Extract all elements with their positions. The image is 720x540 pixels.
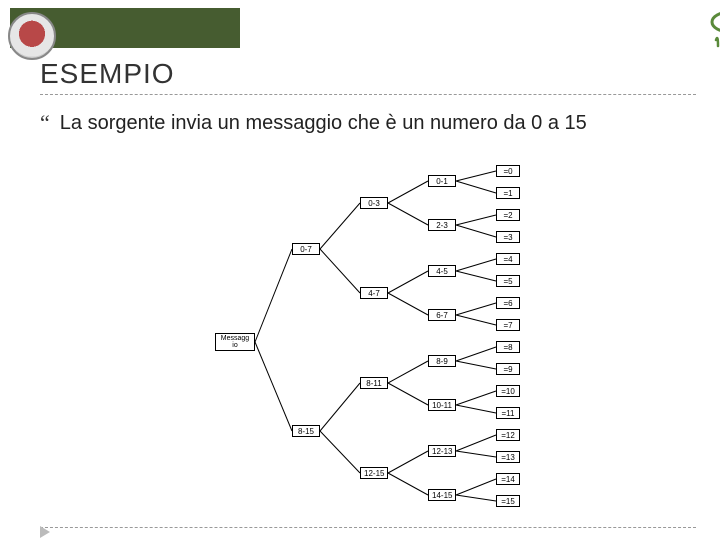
- tree-node: 4-7: [360, 287, 388, 299]
- tree-node: =7: [496, 319, 520, 331]
- tree-node: =1: [496, 187, 520, 199]
- tree-node: =11: [496, 407, 520, 419]
- tree-node: =8: [496, 341, 520, 353]
- tree-node: 4-5: [428, 265, 456, 277]
- divider-bottom: [40, 527, 696, 528]
- tree-node: =5: [496, 275, 520, 287]
- body-text-row: “ La sorgente invia un messaggio che è u…: [40, 110, 696, 137]
- tree-node: =15: [496, 495, 520, 507]
- play-icon: [40, 526, 50, 538]
- tree-node: 8-9: [428, 355, 456, 367]
- tree-node: =14: [496, 473, 520, 485]
- slide-title: ESEMPIO: [40, 58, 175, 90]
- tree-node: 0-1: [428, 175, 456, 187]
- tree-node: 12-13: [428, 445, 456, 457]
- tree-node: 0-7: [292, 243, 320, 255]
- tree-node: =12: [496, 429, 520, 441]
- tree-node: =0: [496, 165, 520, 177]
- university-logo: [8, 12, 56, 60]
- tree-node: 10-11: [428, 399, 456, 411]
- divider-top: [40, 94, 696, 95]
- tree-node: =10: [496, 385, 520, 397]
- tree-root: Messaggio: [215, 333, 255, 351]
- tree-node: =4: [496, 253, 520, 265]
- bullet-icon: “: [40, 110, 50, 136]
- sentence-text: La sorgente invia un messaggio che è un …: [60, 110, 587, 137]
- tree-node: =2: [496, 209, 520, 221]
- tree-node: 2-3: [428, 219, 456, 231]
- tree-node: =9: [496, 363, 520, 375]
- message-tree: Messaggio 0-7 8-15 0-3 4-7 8-11 12-15 0-1 2-3 4-5…: [0, 155, 720, 520]
- tree-node: =13: [496, 451, 520, 463]
- tree-node: 0-3: [360, 197, 388, 209]
- tree-node: 12-15: [360, 467, 388, 479]
- tree-node: =3: [496, 231, 520, 243]
- tree-node: 14-15: [428, 489, 456, 501]
- tree-node: 6-7: [428, 309, 456, 321]
- tree-node: 8-11: [360, 377, 388, 389]
- tree-node: 8-15: [292, 425, 320, 437]
- tree-node: =6: [496, 297, 520, 309]
